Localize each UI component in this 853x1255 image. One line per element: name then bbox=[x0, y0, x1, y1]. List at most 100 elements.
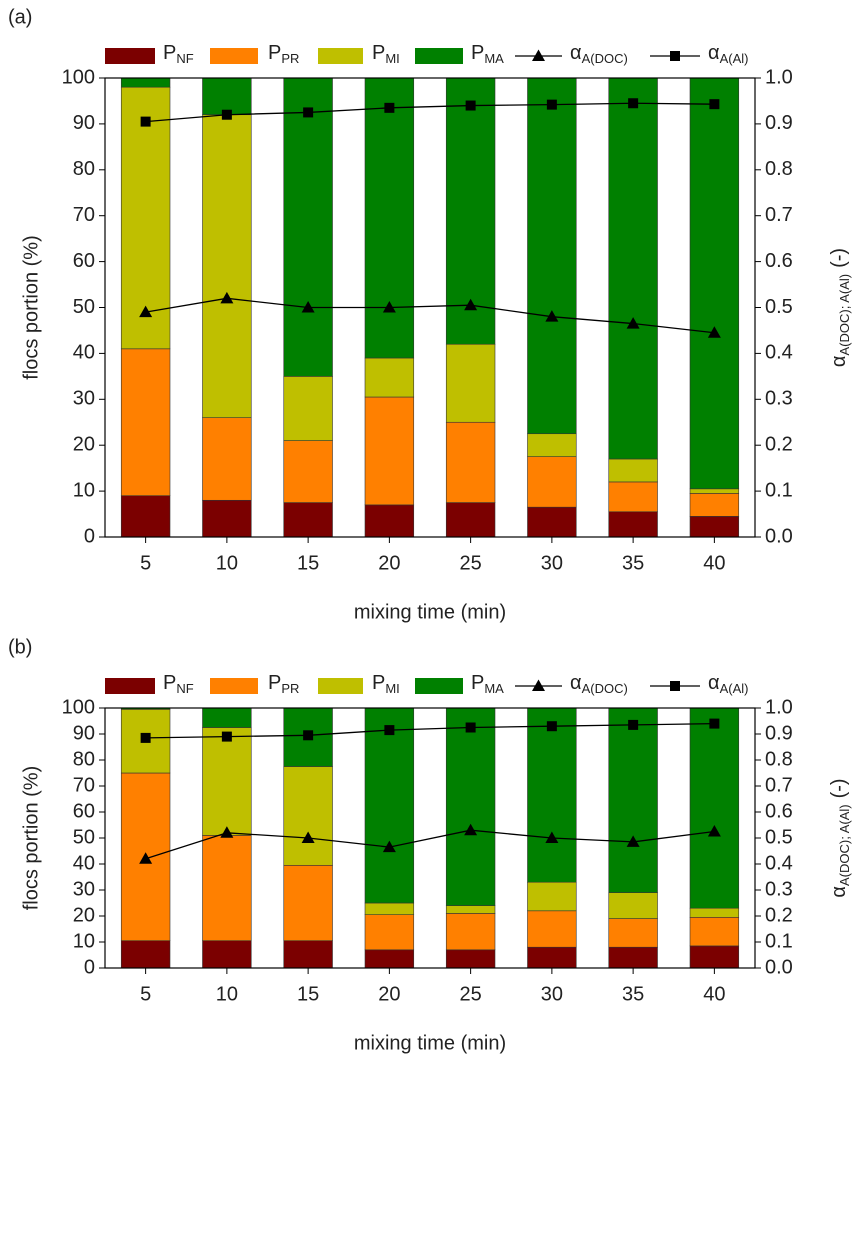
legend-label: PMI bbox=[372, 42, 400, 66]
legend-sub: NF bbox=[176, 681, 193, 696]
legend-name: α bbox=[708, 672, 720, 694]
bar-segment bbox=[689, 945, 740, 969]
legend-sub: PR bbox=[281, 51, 299, 66]
y2-tick-label: 0.2 bbox=[765, 904, 793, 926]
legend-name: α bbox=[570, 672, 582, 694]
legend-name: P bbox=[372, 42, 385, 64]
line bbox=[145, 722, 715, 739]
bar-segment bbox=[364, 914, 415, 951]
bar-segment bbox=[202, 940, 252, 969]
marker bbox=[303, 730, 314, 741]
marker bbox=[382, 301, 396, 313]
y-tick-label: 100 bbox=[62, 696, 95, 718]
bar-segment bbox=[689, 916, 740, 947]
legend-label: PPR bbox=[268, 672, 299, 696]
bar-segment bbox=[120, 495, 171, 538]
bar-segment bbox=[608, 511, 658, 538]
y-tick-label: 60 bbox=[73, 800, 95, 822]
bar-segment bbox=[364, 357, 415, 398]
x-tick-label: 20 bbox=[378, 552, 400, 574]
bar-segment bbox=[527, 506, 577, 538]
y2-label-symbol: α bbox=[828, 356, 850, 368]
legend-swatch bbox=[105, 678, 155, 694]
x-tick-label: 10 bbox=[216, 552, 238, 574]
legend-name: P bbox=[163, 42, 176, 64]
x-tick-label: 5 bbox=[140, 552, 151, 574]
legend-sub: A(Al) bbox=[720, 681, 749, 696]
bar-segment bbox=[120, 940, 171, 969]
y-tick-label: 90 bbox=[73, 112, 95, 134]
legend-label: PMA bbox=[471, 672, 504, 696]
legend-sub: MI bbox=[385, 681, 399, 696]
bar-segment bbox=[689, 488, 740, 494]
bar-segment bbox=[608, 707, 658, 893]
y2-axis-label: αA(DOC); A(Al) (-) bbox=[828, 248, 852, 367]
marker bbox=[384, 725, 395, 736]
y2-tick-label: 0.7 bbox=[765, 204, 793, 226]
bar-segment bbox=[364, 504, 415, 538]
legend-label: αA(Al) bbox=[708, 672, 748, 696]
marker bbox=[464, 298, 478, 311]
legend-label: αA(DOC) bbox=[570, 42, 628, 66]
y-tick-label: 40 bbox=[73, 852, 95, 874]
bar-segment bbox=[364, 949, 415, 969]
x-tick-label: 15 bbox=[297, 552, 319, 574]
y-tick-label: 50 bbox=[73, 296, 95, 318]
bar-segment bbox=[689, 516, 740, 538]
bar-segment bbox=[689, 907, 740, 918]
bar-segment bbox=[202, 77, 252, 116]
marker bbox=[465, 722, 476, 733]
bar-segment bbox=[689, 77, 740, 490]
bar-segment bbox=[445, 913, 496, 951]
x-tick-label: 35 bbox=[622, 552, 644, 574]
y2-tick-label: 0.9 bbox=[765, 722, 793, 744]
y-tick-label: 60 bbox=[73, 250, 95, 272]
bar-segment bbox=[283, 440, 333, 503]
legend-name: α bbox=[570, 42, 582, 64]
marker bbox=[628, 98, 639, 109]
marker bbox=[626, 317, 640, 329]
bar-segment bbox=[283, 77, 333, 377]
bar-segment bbox=[527, 77, 577, 435]
y-axis-label: flocs portion (%) bbox=[20, 766, 42, 911]
marker bbox=[221, 731, 232, 742]
bar-segment bbox=[527, 456, 577, 508]
bar-segment bbox=[527, 707, 577, 883]
bar-segment bbox=[608, 892, 658, 919]
bar-segment bbox=[527, 910, 577, 948]
y-tick-label: 40 bbox=[73, 342, 95, 364]
legend-swatch bbox=[318, 678, 363, 694]
y2-label-symbol: α bbox=[828, 886, 850, 898]
bar-segment bbox=[283, 376, 333, 441]
bar-segment bbox=[120, 86, 171, 350]
bar-segment bbox=[608, 481, 658, 513]
marker bbox=[465, 100, 476, 111]
bar-segment bbox=[202, 114, 252, 418]
bar-segment bbox=[445, 502, 496, 538]
legend-swatch bbox=[210, 678, 258, 694]
marker bbox=[670, 51, 680, 61]
bar-segment bbox=[527, 881, 577, 912]
marker bbox=[709, 718, 720, 729]
legend-sub: MA bbox=[484, 51, 504, 66]
legend-sub: A(Al) bbox=[720, 51, 749, 66]
legend-sub: MA bbox=[484, 681, 504, 696]
y2-tick-label: 0.6 bbox=[765, 250, 793, 272]
bar-segment bbox=[283, 864, 333, 941]
y-tick-label: 80 bbox=[73, 158, 95, 180]
marker bbox=[709, 99, 720, 110]
bar-segment bbox=[689, 707, 740, 909]
y2-tick-label: 0.6 bbox=[765, 800, 793, 822]
y-tick-label: 70 bbox=[73, 204, 95, 226]
bar-segment bbox=[364, 77, 415, 359]
marker bbox=[545, 310, 559, 322]
legend-label: PPR bbox=[268, 42, 299, 66]
legend-label: PMI bbox=[372, 672, 400, 696]
bar-segment bbox=[445, 905, 496, 914]
y2-tick-label: 1.0 bbox=[765, 66, 793, 88]
y-tick-label: 20 bbox=[73, 904, 95, 926]
y-tick-label: 70 bbox=[73, 774, 95, 796]
marker bbox=[303, 107, 314, 118]
bar-segment bbox=[283, 502, 333, 538]
